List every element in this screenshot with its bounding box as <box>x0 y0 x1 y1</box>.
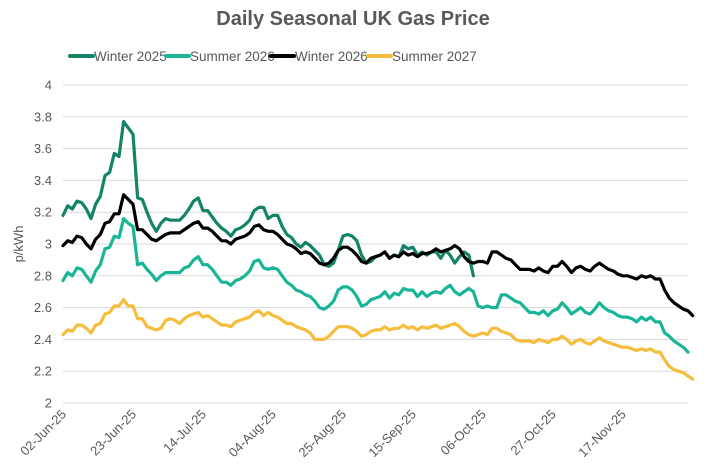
legend-item-summer-2027[interactable]: Summer 2027 <box>366 49 477 64</box>
legend-label: Winter 2026 <box>295 49 368 64</box>
legend-label: Winter 2025 <box>94 49 167 64</box>
y-tick-label: 2.8 <box>34 268 52 283</box>
x-tick-label: 06-Oct-25 <box>437 407 488 458</box>
x-tick-label: 27-Oct-25 <box>507 407 558 458</box>
y-tick-label: 3.6 <box>34 141 52 156</box>
legend-item-summer-2026[interactable]: Summer 2026 <box>164 49 275 64</box>
y-axis-ticks: 2 2.2 2.4 2.6 2.8 3 3.2 3.4 3.6 3.8 4 <box>34 78 52 411</box>
x-tick-label: 04-Aug-25 <box>225 407 279 461</box>
y-tick-label: 3.4 <box>34 173 52 188</box>
y-tick-label: 4 <box>45 78 52 93</box>
legend-item-winter-2025[interactable]: Winter 2025 <box>68 49 167 64</box>
y-tick-label: 2.6 <box>34 300 52 315</box>
y-tick-label: 3.2 <box>34 205 52 220</box>
y-tick-label: 2 <box>45 396 52 411</box>
x-tick-label: 14-Jul-25 <box>160 407 209 456</box>
gridlines <box>63 84 688 404</box>
legend: Winter 2025 Summer 2026 Winter 2026 Summ… <box>68 49 477 64</box>
x-tick-label: 25-Aug-25 <box>295 407 349 461</box>
chart-title: Daily Seasonal UK Gas Price <box>216 8 489 30</box>
y-axis-title: p/kWh <box>11 226 26 263</box>
series-line-summer-2027 <box>61 298 695 381</box>
series-line-winter-2025 <box>61 119 475 278</box>
legend-label: Summer 2026 <box>190 49 275 64</box>
series-line-summer-2026 <box>61 217 690 354</box>
y-tick-label: 3 <box>45 237 52 252</box>
legend-label: Summer 2027 <box>392 49 477 64</box>
x-tick-label: 17-Nov-25 <box>575 407 629 461</box>
x-axis-ticks: 02-Jun-25 23-Jun-25 14-Jul-25 04-Aug-25 25-A… <box>17 407 629 461</box>
x-tick-label: 02-Jun-25 <box>17 407 69 459</box>
x-tick-label: 23-Jun-25 <box>87 407 139 459</box>
y-tick-label: 2.2 <box>34 364 52 379</box>
x-tick-label: 15-Sep-25 <box>365 407 419 461</box>
y-tick-label: 2.4 <box>34 332 52 347</box>
series-line-winter-2026 <box>61 193 695 318</box>
y-tick-label: 3.8 <box>34 109 52 124</box>
series-lines <box>61 119 695 381</box>
legend-item-winter-2026[interactable]: Winter 2026 <box>269 49 368 64</box>
